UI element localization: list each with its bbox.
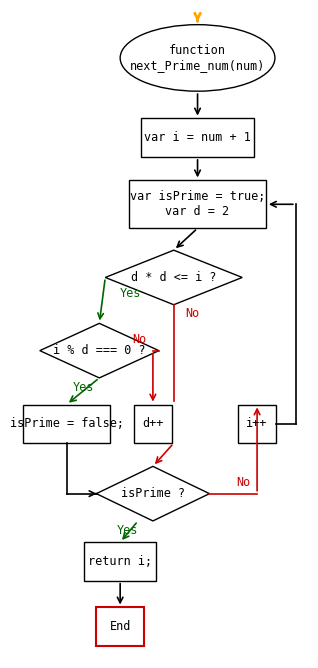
Text: var isPrime = true;
var d = 2: var isPrime = true; var d = 2 xyxy=(130,190,265,218)
Text: Yes: Yes xyxy=(73,381,94,394)
Text: isPrime ?: isPrime ? xyxy=(121,487,185,500)
Text: No: No xyxy=(236,476,251,489)
Text: Yes: Yes xyxy=(117,524,139,537)
Text: function
next_Prime_num(num): function next_Prime_num(num) xyxy=(130,44,265,72)
Text: End: End xyxy=(109,620,131,633)
Text: No: No xyxy=(132,333,146,345)
Text: d++: d++ xyxy=(142,418,163,430)
Text: d * d <= i ?: d * d <= i ? xyxy=(131,271,217,284)
Text: isPrime = false;: isPrime = false; xyxy=(10,418,124,430)
Text: i % d === 0 ?: i % d === 0 ? xyxy=(53,344,146,357)
Text: No: No xyxy=(186,307,200,321)
Text: Yes: Yes xyxy=(120,287,142,301)
Text: return i;: return i; xyxy=(88,555,152,568)
Text: var i = num + 1: var i = num + 1 xyxy=(144,131,251,144)
Text: i++: i++ xyxy=(246,418,268,430)
